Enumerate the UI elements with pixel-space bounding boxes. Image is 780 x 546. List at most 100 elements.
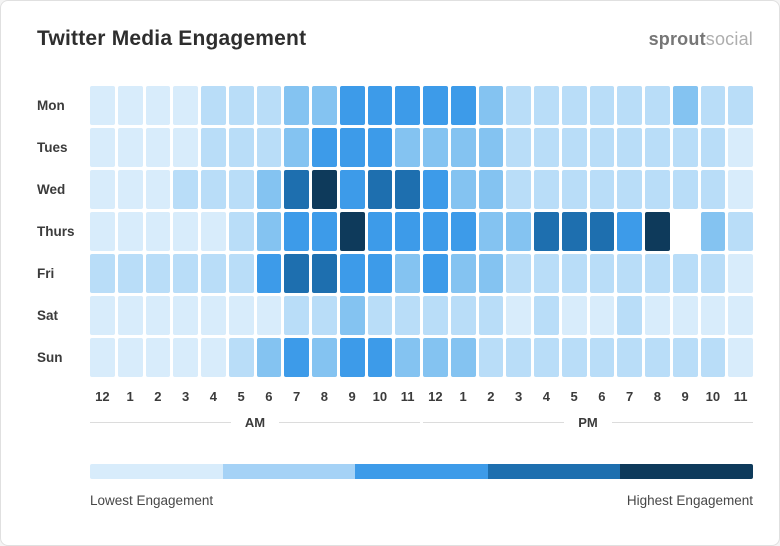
heatmap-cell <box>395 128 420 167</box>
heatmap-cell <box>367 254 393 293</box>
heatmap-cell <box>339 170 365 209</box>
heatmap-cell <box>728 254 753 293</box>
heatmap-cell <box>728 212 753 251</box>
heatmap-cell <box>478 338 504 377</box>
heatmap-cell <box>284 254 309 293</box>
hour-label: 12 <box>428 389 443 404</box>
heatmap-cell <box>561 254 587 293</box>
heatmap-cell <box>450 296 476 335</box>
heatmap-cell <box>506 338 531 377</box>
heatmap-cell <box>284 86 309 125</box>
heatmap-cell <box>228 212 254 251</box>
heatmap-cell <box>312 212 337 251</box>
hour-label: 5 <box>570 389 578 404</box>
hour-label: 10 <box>372 389 388 404</box>
heatmap-cell <box>312 128 337 167</box>
heatmap-cell <box>339 296 365 335</box>
heatmap-cell <box>617 254 642 293</box>
heatmap-cell <box>312 170 337 209</box>
heatmap-cell <box>450 212 476 251</box>
heatmap-cell <box>173 212 198 251</box>
heatmap-cell <box>506 170 531 209</box>
heatmap-cell <box>645 296 670 335</box>
heatmap-cell <box>228 170 254 209</box>
heatmap-cell <box>284 338 309 377</box>
heatmap-cell <box>617 296 642 335</box>
heatmap-cell <box>506 296 531 335</box>
heatmap-cell <box>395 254 420 293</box>
heatmap-cell <box>284 128 309 167</box>
heatmap-cell <box>117 254 143 293</box>
heatmap-cell <box>90 338 115 377</box>
heatmap-cell <box>256 170 282 209</box>
heatmap-cell <box>228 86 254 125</box>
hour-label: 10 <box>705 389 721 404</box>
heatmap-cell <box>339 128 365 167</box>
heatmap-cell <box>700 170 726 209</box>
heatmap-cell <box>645 338 670 377</box>
heatmap-cell <box>117 170 143 209</box>
heatmap-cell <box>284 170 309 209</box>
legend-color-bar <box>90 464 753 479</box>
heatmap-cell <box>672 296 698 335</box>
heatmap-cell <box>672 128 698 167</box>
heatmap-cell <box>145 338 171 377</box>
heatmap-cell <box>173 254 198 293</box>
heatmap-cell <box>450 170 476 209</box>
heatmap-cell <box>367 338 393 377</box>
heatmap-cell <box>117 128 143 167</box>
heatmap-cell <box>561 170 587 209</box>
heatmap-cell <box>672 338 698 377</box>
heatmap-cell <box>672 170 698 209</box>
heatmap-cell <box>117 296 143 335</box>
row-label-thurs: Thurs <box>37 224 75 239</box>
heatmap-cell <box>90 170 115 209</box>
logo-sprout-text: sprout <box>648 29 706 49</box>
legend-swatch <box>222 464 356 479</box>
heatmap-cell <box>201 212 226 251</box>
heatmap-cell <box>339 254 365 293</box>
row-label-sat: Sat <box>37 308 59 323</box>
heatmap-cell <box>506 212 531 251</box>
hour-label: 7 <box>293 389 301 404</box>
heatmap-cell <box>90 296 115 335</box>
heatmap-cell <box>589 254 615 293</box>
page-title: Twitter Media Engagement <box>37 27 307 50</box>
heatmap-cell <box>256 86 282 125</box>
heatmap-cell <box>367 212 393 251</box>
heatmap-cell <box>589 212 615 251</box>
hour-label: 3 <box>515 389 523 404</box>
hour-label: 4 <box>209 389 217 404</box>
heatmap-cell <box>450 254 476 293</box>
legend-swatch <box>620 464 753 479</box>
legend-swatch <box>487 464 621 479</box>
heatmap-cell <box>256 338 282 377</box>
row-label-mon: Mon <box>37 98 65 113</box>
heatmap-cell <box>201 296 226 335</box>
heatmap-cell <box>228 338 254 377</box>
heatmap-cell <box>534 128 559 167</box>
logo-social-text: social <box>705 29 753 49</box>
heatmap-cell <box>728 338 753 377</box>
heatmap-cell <box>395 170 420 209</box>
heatmap-cell <box>173 128 198 167</box>
heatmap-cell <box>117 212 143 251</box>
heatmap-cell <box>145 254 171 293</box>
heatmap-cell <box>478 170 504 209</box>
heatmap-cell <box>90 86 115 125</box>
heatmap-cell <box>173 296 198 335</box>
heatmap-cell <box>478 212 504 251</box>
heatmap-cell <box>395 86 420 125</box>
heatmap-cell <box>339 338 365 377</box>
heatmap-cell <box>201 86 226 125</box>
heatmap-cell <box>478 86 504 125</box>
heatmap-cell <box>589 170 615 209</box>
heatmap-cell <box>700 296 726 335</box>
heatmap-cell <box>423 170 448 209</box>
heatmap-cell <box>312 254 337 293</box>
hour-label: 1 <box>459 389 467 404</box>
heatmap-cell <box>589 86 615 125</box>
axis-group-pm: PM <box>423 407 753 430</box>
heatmap-cell <box>90 212 115 251</box>
